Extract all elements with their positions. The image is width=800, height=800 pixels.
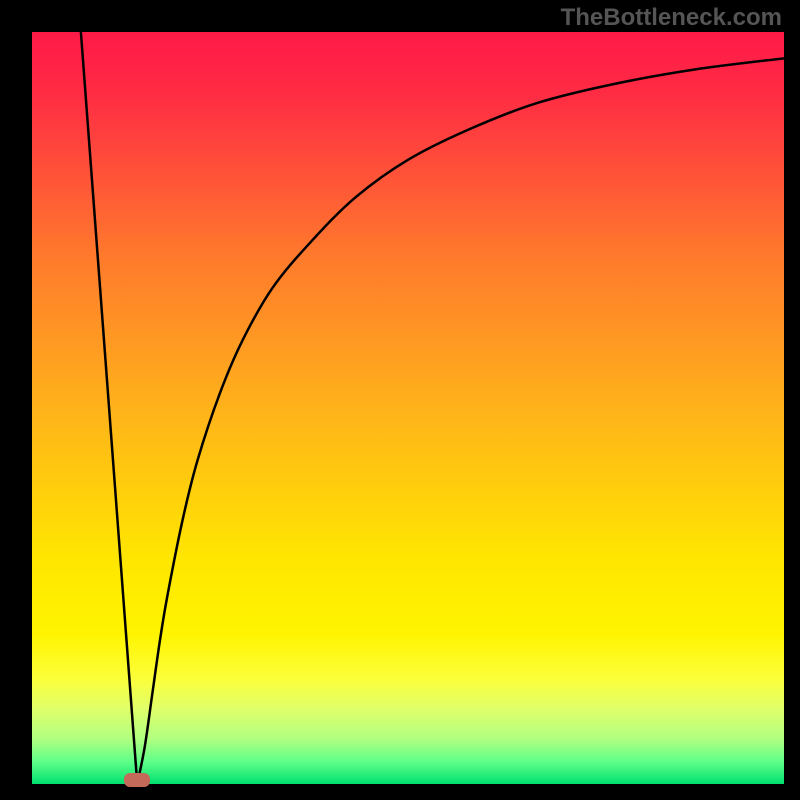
watermark-text: TheBottleneck.com — [561, 4, 782, 32]
gradient-background — [32, 32, 784, 784]
vertex-marker — [124, 773, 150, 787]
plot-area — [32, 32, 784, 784]
